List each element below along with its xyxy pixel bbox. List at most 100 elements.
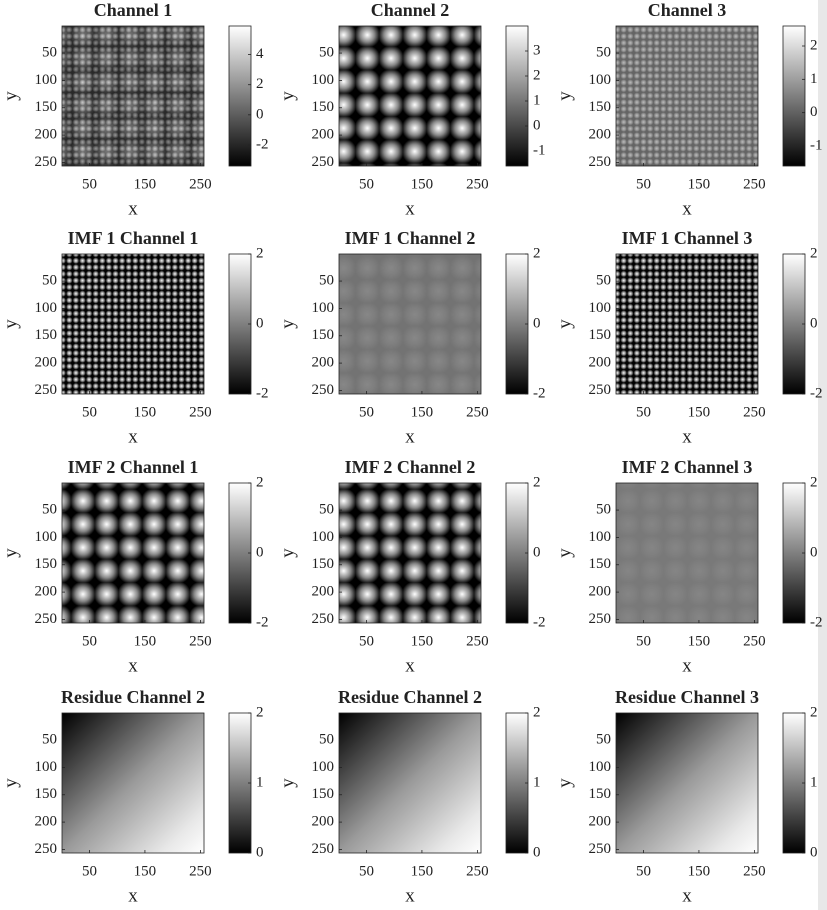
panel-title: IMF 1 Channel 3 bbox=[622, 228, 753, 248]
x-axis-label: x bbox=[682, 885, 692, 906]
colorbar-tick-label: 2 bbox=[810, 37, 818, 53]
colorbar bbox=[783, 713, 805, 853]
x-tick-label: 150 bbox=[688, 863, 711, 879]
axes-frame bbox=[338, 482, 482, 624]
y-tick-label: 100 bbox=[35, 300, 58, 316]
colorbar-tick-label: 0 bbox=[810, 544, 818, 560]
y-axis-label: y bbox=[554, 91, 575, 101]
y-tick-label: 50 bbox=[596, 45, 611, 61]
x-tick-label: 250 bbox=[466, 404, 489, 420]
colorbar-tick-label: -1 bbox=[810, 137, 823, 153]
y-tick-label: 50 bbox=[319, 45, 334, 61]
y-tick-label: 250 bbox=[312, 154, 335, 170]
y-tick-label: 100 bbox=[589, 72, 612, 88]
y-tick-label: 250 bbox=[312, 382, 335, 398]
x-axis-label: x bbox=[682, 198, 692, 219]
y-tick-label: 150 bbox=[35, 99, 58, 115]
y-tick-label: 100 bbox=[35, 72, 58, 88]
x-tick-label: 250 bbox=[466, 633, 489, 649]
x-tick-label: 50 bbox=[636, 176, 651, 192]
x-axis-label: x bbox=[405, 198, 415, 219]
y-tick-label: 50 bbox=[319, 273, 334, 289]
colorbar-tick-label: 1 bbox=[533, 774, 541, 790]
colorbar bbox=[229, 713, 251, 853]
x-tick-label: 150 bbox=[134, 633, 157, 649]
axes-frame bbox=[61, 25, 205, 167]
panel-title: IMF 1 Channel 2 bbox=[345, 228, 476, 248]
colorbar-tick-label: 0 bbox=[256, 544, 264, 560]
y-tick-label: 150 bbox=[589, 99, 612, 115]
x-tick-label: 250 bbox=[743, 404, 766, 420]
colorbar-tick-label: 2 bbox=[533, 704, 541, 720]
y-tick-label: 100 bbox=[589, 529, 612, 545]
colorbar-tick-label: 1 bbox=[256, 774, 264, 790]
y-tick-label: 50 bbox=[596, 502, 611, 518]
y-tick-label: 100 bbox=[312, 72, 335, 88]
y-axis-label: y bbox=[554, 778, 575, 788]
axes-frame bbox=[338, 712, 482, 854]
image bbox=[62, 713, 204, 853]
x-tick-label: 150 bbox=[134, 404, 157, 420]
y-tick-label: 250 bbox=[312, 611, 335, 627]
x-tick-label: 250 bbox=[189, 633, 212, 649]
y-tick-label: 150 bbox=[589, 786, 612, 802]
y-tick-label: 200 bbox=[312, 584, 335, 600]
colorbar-tick-label: -2 bbox=[810, 385, 823, 401]
y-tick-label: 150 bbox=[312, 327, 335, 343]
panel-title: Residue Channel 2 bbox=[61, 687, 205, 707]
colorbar-tick-label: 2 bbox=[810, 245, 818, 261]
image bbox=[62, 26, 204, 166]
x-tick-label: 150 bbox=[134, 863, 157, 879]
y-tick-label: 200 bbox=[589, 584, 612, 600]
y-axis-label: y bbox=[554, 548, 575, 558]
y-tick-label: 200 bbox=[35, 814, 58, 830]
x-tick-label: 150 bbox=[411, 404, 434, 420]
image bbox=[62, 483, 204, 623]
x-tick-label: 150 bbox=[411, 633, 434, 649]
image bbox=[339, 713, 481, 853]
colorbar-tick-label: 2 bbox=[533, 67, 541, 83]
y-tick-label: 100 bbox=[35, 759, 58, 775]
y-tick-label: 100 bbox=[312, 759, 335, 775]
image bbox=[339, 483, 481, 623]
y-tick-label: 50 bbox=[596, 273, 611, 289]
x-axis-label: x bbox=[682, 655, 692, 676]
x-axis-label: x bbox=[405, 426, 415, 447]
colorbar bbox=[783, 483, 805, 623]
y-tick-label: 150 bbox=[589, 327, 612, 343]
colorbar-tick-label: 0 bbox=[533, 117, 541, 133]
y-tick-label: 250 bbox=[589, 611, 612, 627]
y-tick-label: 50 bbox=[42, 45, 57, 61]
colorbar bbox=[783, 254, 805, 394]
colorbar-tick-label: 0 bbox=[533, 315, 541, 331]
image bbox=[62, 254, 204, 394]
colorbar-tick-label: 2 bbox=[810, 704, 818, 720]
x-tick-label: 150 bbox=[411, 176, 434, 192]
axes-frame bbox=[615, 253, 759, 395]
y-tick-label: 250 bbox=[589, 841, 612, 857]
colorbar-tick-label: 2 bbox=[256, 704, 264, 720]
x-tick-label: 150 bbox=[411, 863, 434, 879]
y-tick-label: 50 bbox=[596, 732, 611, 748]
x-tick-label: 250 bbox=[189, 863, 212, 879]
x-tick-label: 150 bbox=[688, 404, 711, 420]
y-tick-label: 150 bbox=[35, 786, 58, 802]
y-tick-label: 150 bbox=[312, 556, 335, 572]
y-tick-label: 200 bbox=[312, 814, 335, 830]
colorbar bbox=[506, 26, 528, 166]
x-axis-label: x bbox=[128, 198, 138, 219]
colorbar-tick-label: 0 bbox=[256, 315, 264, 331]
x-tick-label: 50 bbox=[359, 176, 374, 192]
y-tick-label: 100 bbox=[35, 529, 58, 545]
y-tick-label: 50 bbox=[319, 732, 334, 748]
y-tick-label: 200 bbox=[35, 584, 58, 600]
y-tick-label: 250 bbox=[35, 841, 58, 857]
x-axis-label: x bbox=[682, 426, 692, 447]
x-tick-label: 50 bbox=[359, 404, 374, 420]
colorbar-tick-label: 2 bbox=[256, 474, 264, 490]
axes-frame bbox=[615, 25, 759, 167]
x-tick-label: 50 bbox=[636, 404, 651, 420]
x-tick-label: 250 bbox=[189, 176, 212, 192]
y-axis-label: y bbox=[277, 778, 298, 788]
image bbox=[339, 26, 481, 166]
